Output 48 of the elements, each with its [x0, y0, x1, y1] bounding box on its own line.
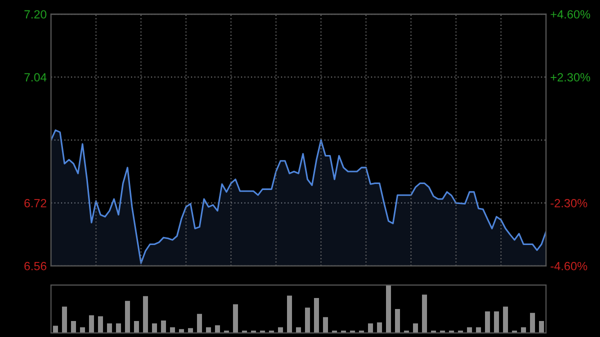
bar [125, 300, 130, 333]
bar [188, 328, 193, 333]
bar [134, 320, 139, 333]
bar [170, 327, 175, 333]
y2-tick-label: -2.30% [550, 198, 588, 208]
bar [62, 306, 67, 333]
bar [179, 329, 184, 333]
bar [521, 327, 526, 333]
bar [485, 311, 490, 333]
bar [377, 322, 382, 333]
bar [467, 327, 472, 333]
bar [395, 309, 400, 333]
bar [323, 317, 328, 333]
y2-tick-label: +4.60% [550, 10, 590, 19]
bar [305, 308, 310, 333]
bar [206, 327, 211, 333]
bar [143, 296, 148, 333]
bar [197, 314, 202, 333]
y-tick-label: 7.20 [24, 10, 46, 19]
bar [152, 323, 157, 333]
y-tick-label: 6.72 [24, 198, 46, 208]
bar [413, 323, 418, 333]
bar [314, 298, 319, 333]
bar [368, 323, 373, 333]
bar [476, 327, 481, 333]
bar [107, 323, 112, 333]
bar [539, 320, 544, 333]
bar [233, 304, 238, 333]
bar [386, 285, 391, 333]
bar [161, 320, 166, 333]
bar [71, 320, 76, 333]
bar [287, 296, 292, 333]
y-tick-label: 6.56 [24, 262, 46, 270]
bar [503, 306, 508, 333]
y2-tick-label: +2.30% [550, 73, 590, 82]
bar [422, 294, 427, 333]
bar [98, 316, 103, 333]
bar [80, 327, 85, 333]
bar [278, 327, 283, 333]
bar [89, 315, 94, 333]
y-tick-label: 7.04 [24, 73, 46, 82]
bar [53, 326, 58, 333]
bar [215, 325, 220, 333]
bar [296, 327, 301, 333]
y2-tick-label: -4.60% [550, 262, 588, 270]
bar [116, 323, 121, 333]
bar [494, 311, 499, 333]
bar [530, 312, 535, 333]
